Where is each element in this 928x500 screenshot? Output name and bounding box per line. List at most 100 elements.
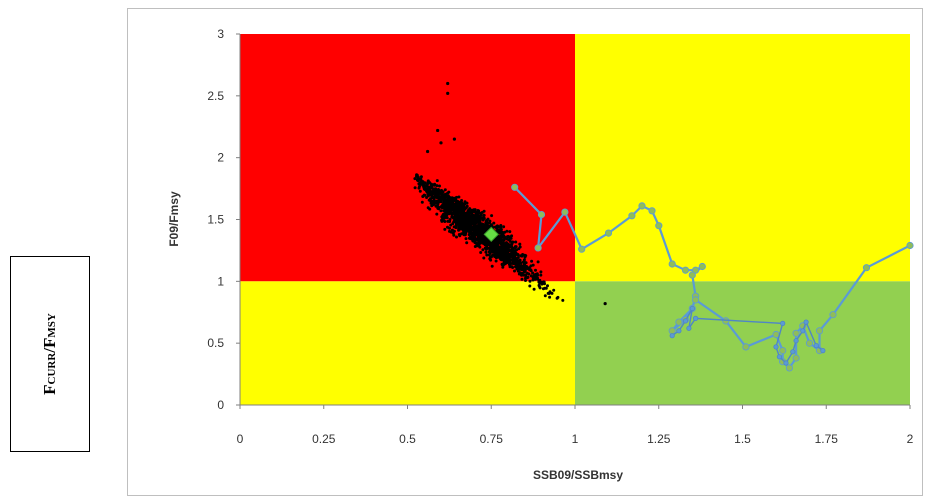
cloud-point: [432, 198, 436, 202]
x-tick-label: 2: [907, 432, 914, 446]
cloud-point: [436, 202, 440, 205]
cloud-point: [455, 235, 458, 239]
cloud-point: [478, 211, 482, 215]
cloud-point: [465, 204, 469, 208]
current-estimate-marker: [483, 226, 499, 243]
cloud-point: [514, 240, 518, 244]
cloud-point: [500, 233, 504, 237]
cloud-point: [490, 214, 494, 218]
cloud-point: [498, 240, 502, 244]
cloud-point: [460, 199, 464, 202]
cloud-point: [448, 229, 451, 233]
x-tick-label: 1.75: [815, 432, 839, 446]
series-point-1: [688, 271, 696, 279]
cloud-point: [534, 276, 537, 280]
cloud-point: [426, 149, 430, 154]
series-point-2: [780, 320, 786, 326]
chart-frame: 0 0.25 0.5 0.75 1 1.25 1.5 1.75 2 0 0.5 1 1.5 2 2.5 3 S…: [127, 8, 923, 496]
cloud-point: [490, 264, 494, 268]
cloud-point: [419, 175, 423, 179]
series-point-1: [792, 329, 800, 337]
cloud-point: [454, 198, 458, 202]
cloud-point: [543, 294, 547, 298]
cloud-point: [448, 195, 452, 199]
cloud-point: [465, 241, 469, 245]
series-point-1: [675, 318, 683, 326]
cloud-point: [455, 203, 459, 207]
cloud-point: [435, 179, 439, 183]
cloud-point: [450, 213, 454, 217]
cloud-point: [492, 239, 496, 243]
cloud-point: [481, 230, 485, 234]
cloud-point: [432, 183, 436, 187]
cloud-point: [516, 265, 520, 269]
cloud-point: [449, 223, 453, 227]
cloud-point: [486, 239, 490, 243]
cloud-point: [524, 266, 528, 270]
cloud-point: [494, 259, 498, 263]
series-point-1: [691, 296, 700, 304]
cloud-point: [470, 218, 474, 222]
y-tick-label: 2: [217, 151, 224, 165]
cloud-point: [548, 295, 552, 299]
cloud-point: [439, 141, 443, 145]
cloud-point: [463, 200, 467, 204]
cloud-point: [446, 225, 449, 229]
cloud-point: [455, 195, 458, 199]
cloud-point: [442, 219, 446, 223]
series-point-1: [785, 364, 794, 372]
series-point-2: [790, 349, 796, 355]
cloud-point: [536, 260, 540, 264]
cloud-point: [521, 253, 525, 256]
cloud-point: [469, 232, 473, 236]
cloud-point: [473, 241, 477, 244]
cloud-point: [473, 245, 477, 248]
series-point-1: [742, 343, 750, 351]
cloud-point: [478, 226, 482, 230]
cloud-point: [516, 256, 520, 259]
cloud-point: [522, 258, 526, 262]
cloud-point: [510, 242, 514, 246]
side-axis-label: FCURR/FMSY: [40, 313, 59, 395]
cloud-point: [556, 295, 560, 299]
cloud-point: [484, 250, 488, 254]
series-point-1: [537, 211, 546, 219]
cloud-point: [468, 235, 472, 239]
cloud-point: [511, 251, 514, 255]
cloud-point: [471, 222, 475, 226]
cloud-point: [532, 287, 536, 291]
series-point-1: [691, 266, 700, 274]
cloud-point: [496, 248, 500, 252]
cloud-point: [438, 184, 441, 188]
cloud-point: [510, 265, 514, 269]
side-axis-label-box: FCURR/FMSY: [10, 256, 90, 452]
cloud-point: [452, 229, 456, 233]
cloud-point: [438, 190, 442, 194]
cloud-point: [488, 247, 492, 251]
series-point-2: [686, 325, 692, 331]
cloud-point: [440, 204, 444, 208]
cloud-point: [436, 206, 440, 210]
cloud-point: [425, 189, 429, 193]
series-line-2: [671, 308, 824, 365]
y-tick-label: 3: [217, 27, 224, 41]
cloud-point: [481, 240, 485, 244]
series-point-1: [534, 244, 542, 252]
cloud-point: [457, 200, 461, 204]
series-point-1: [815, 327, 824, 335]
cloud-point: [465, 228, 469, 232]
cloud-point: [504, 259, 508, 263]
cloud-point: [458, 223, 462, 227]
cloud-point: [524, 261, 528, 265]
cloud-point: [470, 212, 474, 215]
series-point-1: [779, 346, 787, 355]
cloud-point: [467, 221, 471, 225]
cloud-point: [443, 227, 447, 231]
cloud-point: [514, 260, 518, 264]
cloud-point: [428, 207, 432, 211]
cloud-point: [416, 179, 420, 183]
cloud-point: [464, 217, 468, 221]
cloud-point: [431, 195, 435, 199]
series-point-2: [783, 360, 789, 366]
series-point-2: [803, 319, 809, 325]
